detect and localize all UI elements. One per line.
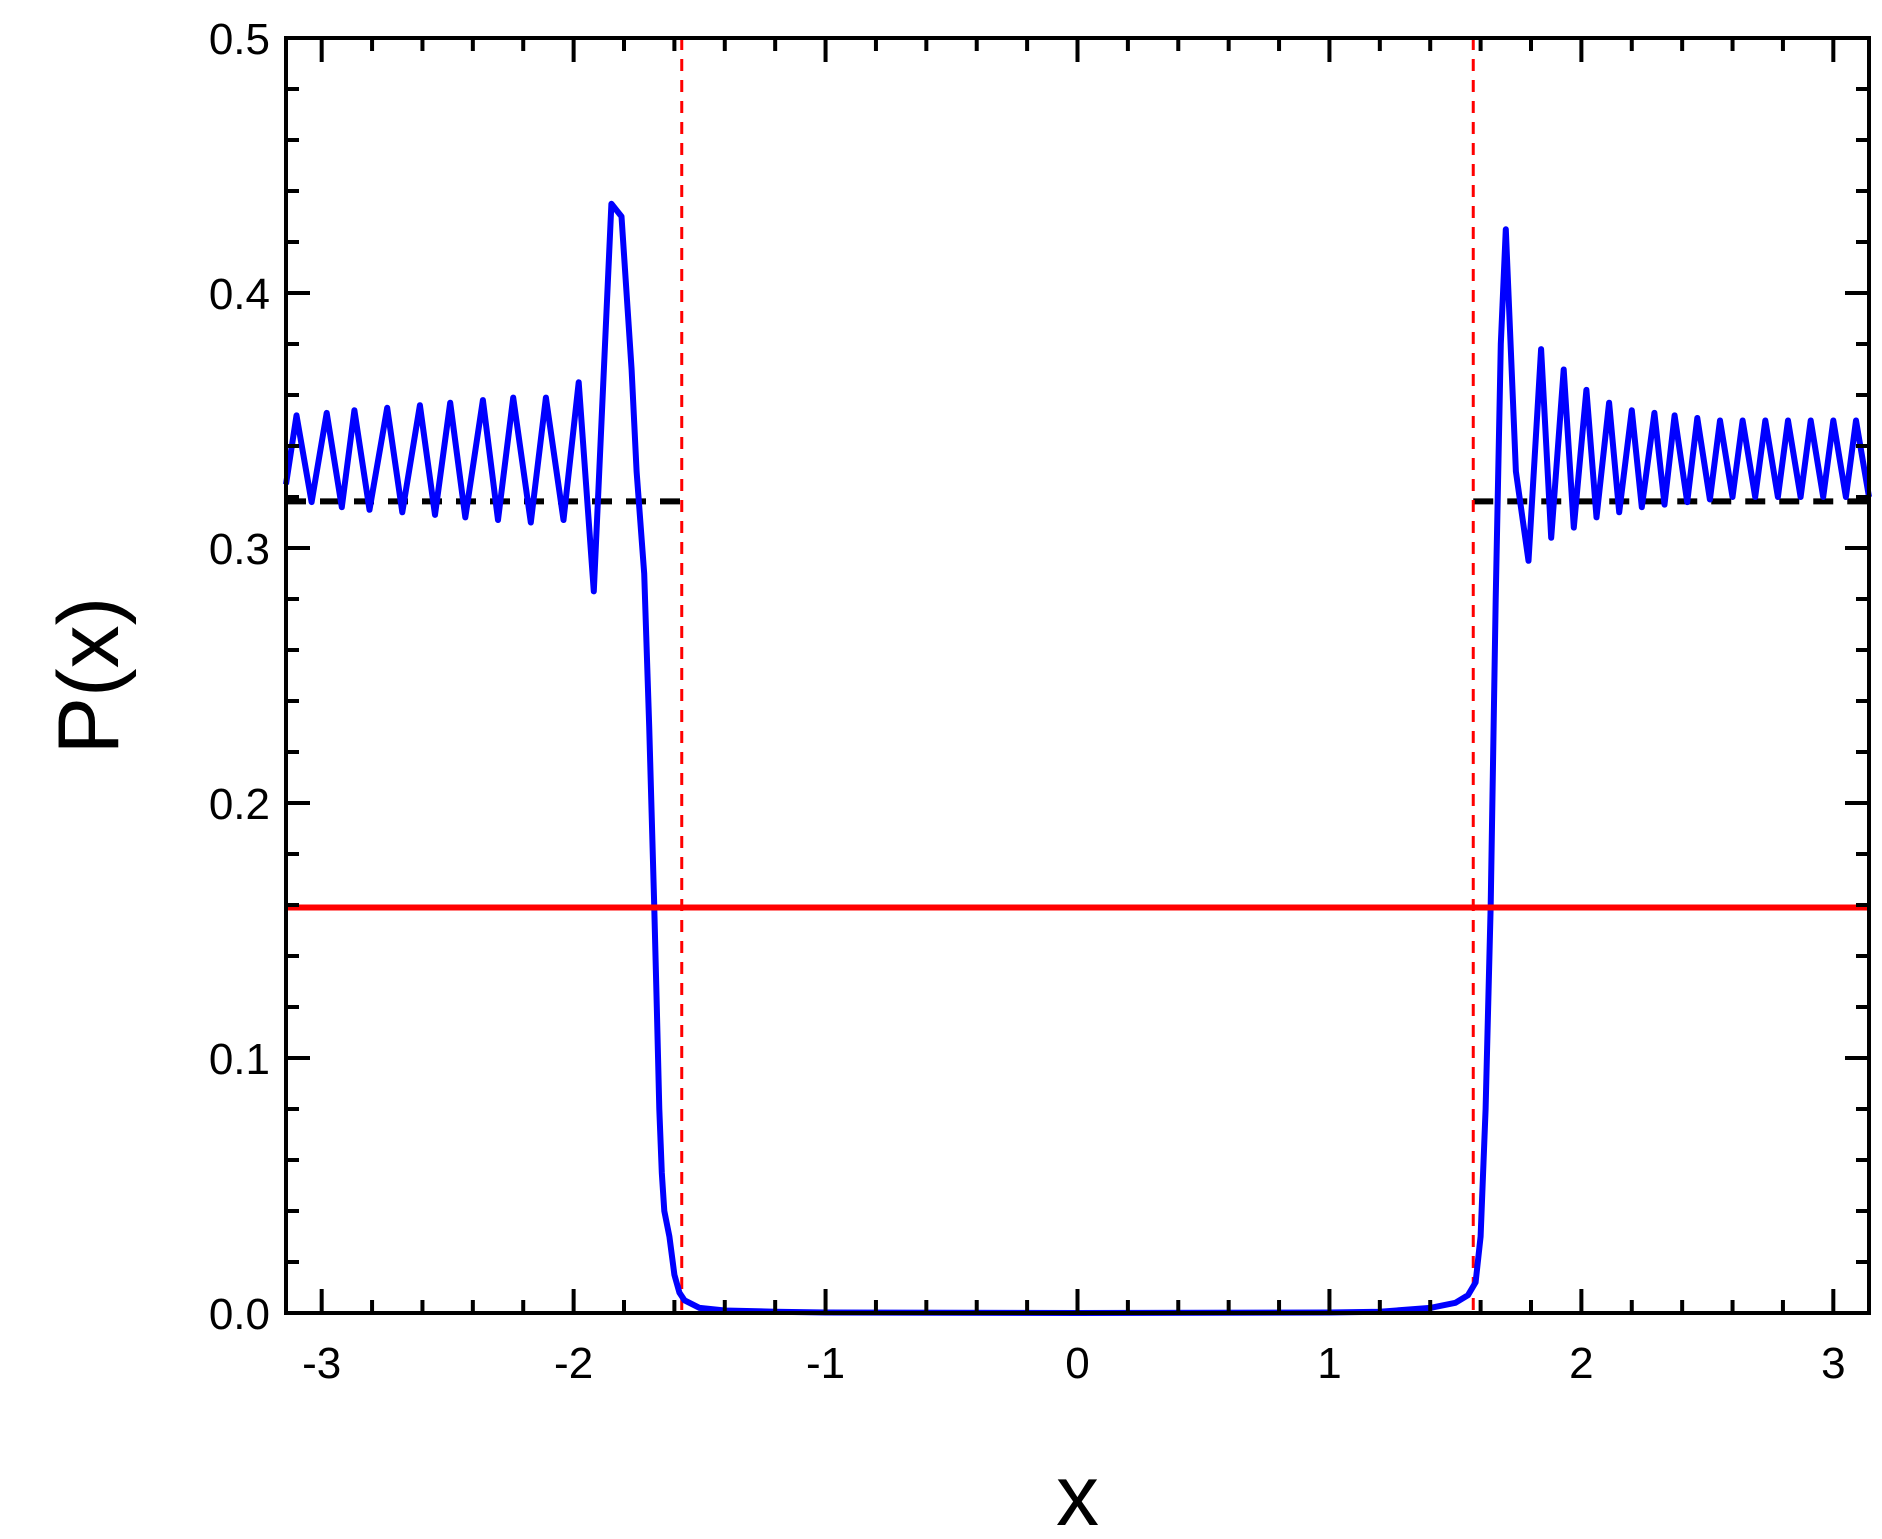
x-axis-label: x (1056, 1448, 1099, 1539)
x-tick-label: 0 (1065, 1339, 1089, 1388)
y-tick-label: 0.3 (209, 525, 270, 574)
plot-frame (284, 36, 1871, 1315)
y-tick-label: 0.5 (209, 15, 270, 64)
tick-labels-layer: -3 -2 -1 0 1 2 3 0.0 0.1 0.2 0.3 0.4 0.5 (209, 15, 1846, 1388)
x-tick-label: 1 (1317, 1339, 1341, 1388)
x-tick-label: -3 (302, 1339, 341, 1388)
x-tick-label: -2 (554, 1339, 593, 1388)
x-tick-label: 2 (1569, 1339, 1593, 1388)
y-tick-label: 0.4 (209, 270, 270, 319)
y-tick-label: 0.0 (209, 1290, 270, 1339)
y-axis-label: P(x) (41, 597, 137, 755)
y-tick-label: 0.2 (209, 780, 270, 829)
series-layer (283, 200, 1872, 1316)
x-tick-label: -1 (806, 1339, 845, 1388)
x-tick-label: 3 (1821, 1339, 1845, 1388)
ticks-layer (286, 36, 1869, 1315)
reference-lines (286, 38, 1869, 1313)
y-tick-label: 0.1 (209, 1035, 270, 1084)
probability-curve (283, 200, 1872, 1316)
